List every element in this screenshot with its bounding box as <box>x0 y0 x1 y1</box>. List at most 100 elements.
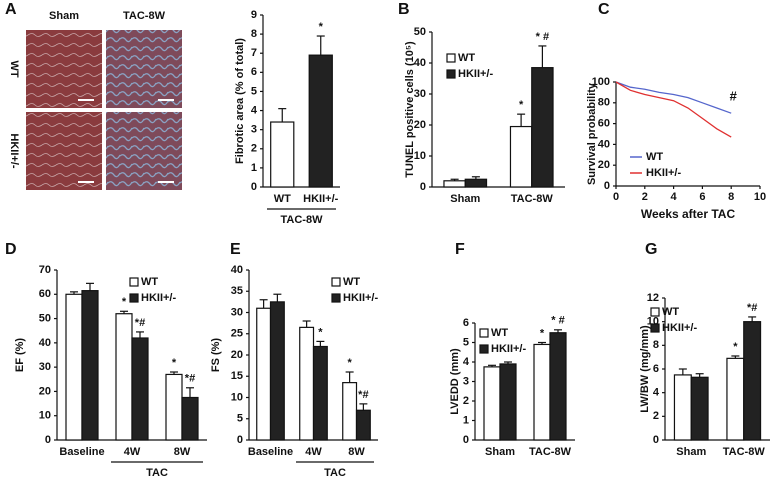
bar <box>726 357 745 441</box>
y-tick-label: 40 <box>598 138 610 150</box>
y-tick-label: 2 <box>653 410 659 422</box>
x-tick-label: 8W <box>174 446 191 458</box>
significance-label: * <box>318 326 323 338</box>
panel-letter: A <box>5 1 17 18</box>
y-tick-label: 70 <box>39 264 51 276</box>
panel-letter: E <box>230 241 241 258</box>
bar <box>549 332 567 441</box>
legend-label: HKII+/- <box>646 167 681 179</box>
y-axis-label: LVEDD (mm) <box>449 348 461 415</box>
y-tick-label: 35 <box>231 285 243 297</box>
y-axis-label: Survival probability <box>586 82 598 185</box>
bar <box>531 67 554 188</box>
group-label: TAC <box>324 467 346 479</box>
y-tick-label: 6 <box>251 66 257 78</box>
bar <box>269 301 285 441</box>
legend-swatch <box>650 307 660 317</box>
y-tick-label: 10 <box>414 150 426 162</box>
panel-letter: B <box>398 1 410 18</box>
x-tick-label: TAC-8W <box>723 446 766 458</box>
legend-swatch <box>650 323 660 333</box>
bar <box>499 363 517 441</box>
y-tick-label: 3 <box>251 124 257 136</box>
legend-swatch <box>479 328 489 338</box>
y-tick-label: 2 <box>463 395 469 407</box>
group-label: TAC <box>146 467 168 479</box>
legend-label: WT <box>662 306 679 318</box>
x-tick-label: Sham <box>450 193 480 205</box>
y-tick-label: 5 <box>251 85 257 97</box>
significance-label: * <box>347 357 352 369</box>
legend-label: HKII+/- <box>491 343 526 355</box>
significance-label: * <box>122 296 127 308</box>
y-tick-label: 4 <box>251 104 258 116</box>
significance-label: * <box>319 21 324 33</box>
legend-label: HKII+/- <box>343 292 378 304</box>
significance-label: * <box>733 341 738 353</box>
x-tick-label: WT <box>274 193 291 205</box>
image-column-label: TAC-8W <box>123 10 166 22</box>
y-tick-label: 2 <box>251 143 257 155</box>
x-tick-label: HKII+/- <box>303 193 338 205</box>
x-tick-label: Baseline <box>59 446 104 458</box>
legend-label: WT <box>343 276 360 288</box>
y-tick-label: 10 <box>39 410 51 422</box>
panel-letter: D <box>5 241 17 258</box>
x-tick-label: 4 <box>671 191 678 203</box>
image-row-label: WT <box>8 60 20 77</box>
histology-image <box>106 112 182 190</box>
x-axis-label: Weeks after TAC <box>641 207 736 221</box>
y-tick-label: 40 <box>39 337 51 349</box>
histology-image <box>106 30 182 108</box>
x-tick-label: 2 <box>642 191 648 203</box>
x-tick-label: TAC-8W <box>529 446 572 458</box>
bar <box>308 54 333 188</box>
legend-swatch <box>331 293 341 303</box>
y-tick-label: 60 <box>39 288 51 300</box>
y-tick-label: 0 <box>653 434 659 446</box>
y-tick-label: 9 <box>251 9 257 21</box>
image-row-label: HKII+/- <box>8 133 20 168</box>
legend-label: WT <box>141 276 158 288</box>
bar <box>81 290 99 441</box>
x-tick-label: 6 <box>699 191 705 203</box>
y-tick-label: 30 <box>414 88 426 100</box>
y-tick-label: 4 <box>463 356 470 368</box>
legend-label: HKII+/- <box>662 322 697 334</box>
legend-swatch <box>331 277 341 287</box>
legend-swatch <box>446 69 456 79</box>
bar <box>533 343 551 441</box>
x-tick-label: TAC-8W <box>511 193 554 205</box>
survival-line <box>615 81 732 138</box>
legend-swatch <box>129 293 139 303</box>
y-tick-label: 0 <box>604 180 610 192</box>
y-tick-label: 3 <box>463 375 469 387</box>
y-tick-label: 20 <box>39 385 51 397</box>
histology-image <box>26 112 102 190</box>
y-tick-label: 50 <box>414 26 426 38</box>
bar <box>743 321 762 441</box>
y-tick-label: 30 <box>231 306 243 318</box>
x-tick-label: 0 <box>613 191 619 203</box>
histology-image <box>26 30 102 108</box>
bar <box>464 178 488 188</box>
y-tick-label: 30 <box>39 361 51 373</box>
y-tick-label: 80 <box>598 97 610 109</box>
group-label: TAC-8W <box>281 214 324 226</box>
y-axis-label: FS (%) <box>210 338 222 373</box>
y-tick-label: 8 <box>653 339 659 351</box>
legend-label: HKII+/- <box>141 292 176 304</box>
legend-swatch <box>129 277 139 287</box>
y-tick-label: 0 <box>251 181 257 193</box>
y-tick-label: 40 <box>414 57 426 69</box>
y-tick-label: 20 <box>598 159 610 171</box>
y-tick-label: 7 <box>251 47 257 59</box>
significance-label: *# <box>747 302 757 314</box>
survival-line <box>615 81 732 114</box>
significance-label: * # <box>536 31 549 43</box>
significance-label: * <box>172 357 177 369</box>
y-axis-label: LW/BW (mg/mm) <box>639 325 651 413</box>
significance-label: *# <box>358 389 368 401</box>
y-tick-label: 15 <box>231 370 243 382</box>
